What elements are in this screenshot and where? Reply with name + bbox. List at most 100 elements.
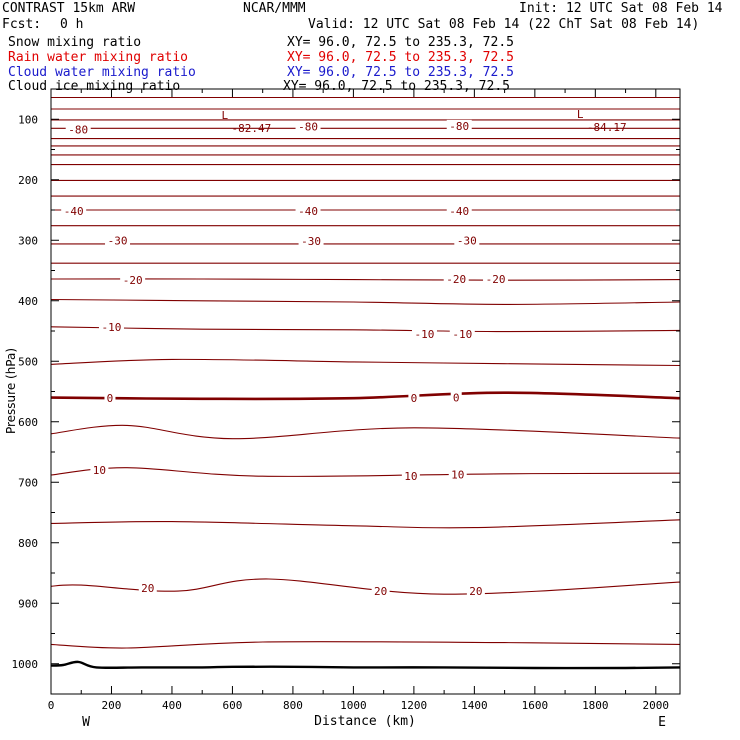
low-symbol: L (577, 108, 584, 121)
extrema-markers: L-82.47L-84.17 (222, 108, 627, 135)
contour-label: -20 (486, 273, 506, 286)
contour-label: -10 (415, 328, 435, 341)
low-value: -84.17 (587, 121, 627, 134)
y-tick-label: 500 (18, 355, 38, 368)
forecast-label: Fcst: (2, 17, 42, 32)
contour-label-bg (443, 272, 469, 285)
contour-label-bg (466, 585, 485, 598)
contour-label-bg (401, 470, 420, 483)
temperature-contour (50, 578, 681, 595)
contour-label-bg (295, 205, 321, 218)
contour-label-bg (371, 585, 390, 598)
field-name-cloud-water: Cloud water mixing ratio (8, 65, 196, 80)
contour-label: -20 (446, 273, 466, 286)
temperature-contour (50, 641, 681, 649)
contour-label: 20 (469, 585, 482, 598)
x-tick-label: 600 (223, 699, 243, 712)
contour-label: -80 (68, 124, 88, 137)
x-tick-label: 1400 (461, 699, 488, 712)
field-xy-rain: XY= 96.0, 72.5 to 235.3, 72.5 (287, 50, 514, 65)
contour-label: 20 (141, 582, 154, 595)
y-tick-label: 900 (18, 597, 38, 610)
contour-label: -20 (123, 274, 143, 287)
contour-label-bg (90, 464, 109, 477)
y-tick-label: 1000 (12, 658, 39, 671)
contour-label: -30 (108, 234, 128, 247)
x-tick-label: 400 (162, 699, 182, 712)
contour-label: -30 (457, 234, 477, 247)
freezing-level-contour (50, 391, 681, 401)
model-title: CONTRAST 15km ARW (2, 1, 136, 16)
contour-label: 0 (453, 392, 460, 405)
contour-label: 10 (404, 470, 417, 483)
x-tick-label: 2000 (643, 699, 670, 712)
x-tick-label: 1000 (340, 699, 367, 712)
temperature-contour (50, 278, 681, 281)
contour-label-bg (105, 234, 131, 247)
contour-label: -10 (452, 328, 472, 341)
y-tick-label: 600 (18, 416, 38, 429)
valid-time: Valid: 12 UTC Sat 08 Feb 14 (22 ChT Sat … (308, 17, 700, 32)
terrain-line (50, 660, 681, 670)
contour-label-bg (449, 328, 475, 341)
contour-label: -30 (301, 235, 321, 248)
x-tick-label: 200 (102, 699, 122, 712)
east-label: E (658, 715, 666, 730)
contour-label-bg (138, 582, 157, 595)
init-time: Init: 12 UTC Sat 08 Feb 14 (519, 1, 723, 16)
contour-label-bg (448, 468, 467, 481)
contour-label-bg (298, 234, 324, 247)
y-tick-label: 700 (18, 476, 38, 489)
forecast-hour: 0 h (60, 17, 84, 32)
field-xy-snow: XY= 96.0, 72.5 to 235.3, 72.5 (287, 35, 514, 50)
contour-label-bg (120, 274, 146, 287)
temperature-contour (50, 467, 681, 477)
y-tick-label: 200 (18, 174, 38, 187)
terrain-surface (50, 660, 681, 670)
contour-label-bg (104, 392, 116, 405)
field-name-rain: Rain water mixing ratio (8, 50, 189, 65)
west-label: W (82, 715, 90, 730)
contour-label-bg (295, 120, 321, 133)
field-xy-cloud-ice: XY= 96.0, 72.5 to 235.3, 72.5 (283, 79, 510, 94)
temperature-contour (50, 519, 681, 529)
contour-label: -40 (298, 205, 318, 218)
y-axis-label: Pressure (hPa) (4, 348, 18, 434)
contour-label: -40 (449, 205, 469, 218)
contour-label-bg (483, 272, 509, 285)
contour-label-bg (446, 205, 472, 218)
x-tick-label: 800 (283, 699, 303, 712)
temperature-contour (50, 326, 681, 333)
contour-label: -80 (298, 121, 318, 134)
contour-label-bg (446, 119, 472, 132)
axes: 0 200 400 600 800 1000 1200 1400 1600 1800 2000100… (12, 88, 680, 712)
y-tick-label: 800 (18, 537, 38, 550)
contour-label: -40 (64, 205, 84, 218)
contour-label-bg (411, 328, 437, 341)
low-symbol: L (222, 109, 229, 122)
organization-label: NCAR/MMM (243, 1, 306, 16)
contour-label: 0 (411, 392, 418, 405)
field-xy-cloud-water: XY= 96.0, 72.5 to 235.3, 72.5 (287, 65, 514, 80)
temperature-contour (50, 298, 681, 305)
x-axis-label: Distance (km) (314, 714, 416, 729)
temperature-contours (50, 96, 681, 649)
x-tick-label: 1200 (401, 699, 428, 712)
contour-label: 0 (107, 392, 114, 405)
contour-label: -10 (102, 321, 122, 334)
contour-label: 10 (451, 468, 464, 481)
contour-label: 10 (93, 464, 106, 477)
contour-label-bg (408, 392, 420, 405)
field-name-snow: Snow mixing ratio (8, 35, 142, 50)
plot-frame (50, 88, 681, 695)
contour-label-bg (61, 205, 87, 218)
contour-label: -80 (449, 120, 469, 133)
contour-label-bg (65, 123, 91, 136)
x-tick-label: 1600 (522, 699, 549, 712)
contour-label: 20 (374, 585, 387, 598)
x-tick-label: 1800 (582, 699, 609, 712)
temperature-contour (50, 358, 681, 367)
contour-labels: -80 -80 -80 -40 -40 -40 -30 -30 -30 -20 -20 -20 -10 -… (61, 119, 509, 598)
contour-label-bg (98, 320, 124, 333)
